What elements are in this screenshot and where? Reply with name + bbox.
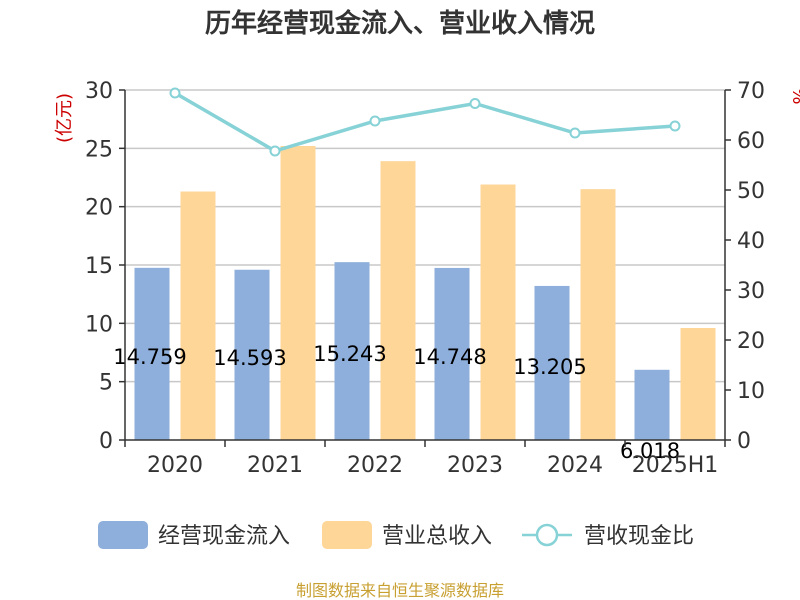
bar-revenue — [580, 189, 616, 440]
ratio-point — [169, 87, 181, 99]
x-tick-label: 2021 — [247, 453, 303, 478]
ratio-point — [569, 127, 581, 139]
ratio-line-path — [174, 91, 676, 153]
axes: 0 5 10 15 20 25 30 0 10 20 30 40 50 60 70 2020 2021 2022 2… — [85, 79, 765, 478]
bar-cash-inflow — [434, 267, 470, 440]
bar-cash-inflow — [134, 267, 170, 440]
y-left-unit: (亿元) — [54, 93, 75, 143]
data-label: 6.018 — [620, 439, 680, 463]
data-label: 13.205 — [513, 355, 586, 379]
bar-revenue — [180, 191, 216, 440]
y-tick-label-left: 5 — [99, 371, 113, 396]
ratio-point — [469, 98, 481, 109]
y-tick-label-right: 20 — [737, 329, 765, 354]
y-tick-label-right: 70 — [737, 79, 765, 104]
bar-revenue — [480, 184, 516, 440]
y-tick-label-left: 25 — [85, 137, 113, 162]
bar-cash-inflow — [234, 269, 270, 440]
legend-cash-inflow-swatch — [98, 521, 148, 549]
y-tick-label-left: 15 — [85, 254, 113, 279]
x-tick-label: 2020 — [147, 453, 203, 478]
y-tick-label-right: 60 — [737, 129, 765, 154]
legend-cash-inflow-label: 经营现金流入 — [158, 524, 290, 549]
chart-title: 历年经营现金流入、营业收入情况 — [205, 8, 595, 39]
ratio-line — [169, 87, 681, 157]
x-tick-label: 2023 — [447, 453, 503, 478]
legend-revenue-label: 营业总收入 — [382, 524, 492, 549]
grid — [125, 89, 725, 383]
x-tick-label: 2025H1 — [632, 453, 719, 478]
y-tick-label-right: 0 — [737, 429, 751, 454]
bar-cash-inflow — [634, 369, 670, 440]
bar-revenue — [680, 328, 716, 440]
data-label: 14.593 — [213, 346, 286, 370]
ratio-point — [369, 115, 381, 127]
bar-revenue — [280, 146, 316, 440]
y-tick-label-right: 10 — [737, 379, 765, 404]
ratio-point — [669, 120, 681, 132]
legend-ratio-label: 营收现金比 — [584, 524, 694, 549]
data-label: 15.243 — [313, 342, 386, 366]
y-tick-label-right: 30 — [737, 279, 765, 304]
data-label: 14.748 — [413, 345, 486, 369]
legend-revenue-swatch — [322, 521, 372, 549]
x-tick-label: 2024 — [547, 453, 603, 478]
bar-revenue — [380, 161, 416, 440]
legend: 经营现金流入 营业总收入 营收现金比 — [98, 521, 694, 549]
legend-ratio-marker — [535, 523, 559, 547]
y-tick-label-left: 0 — [99, 429, 113, 454]
bars — [134, 146, 716, 440]
ratio-point — [269, 145, 281, 157]
y-tick-label-left: 10 — [85, 312, 113, 337]
bar-cash-inflow — [334, 262, 370, 440]
y-tick-label-right: 50 — [737, 179, 765, 204]
y-right-unit: % — [790, 87, 800, 104]
x-tick-label: 2022 — [347, 453, 403, 478]
y-tick-label-left: 30 — [85, 79, 113, 104]
y-tick-label-left: 20 — [85, 196, 113, 221]
source-note: 制图数据来自恒生聚源数据库 — [296, 581, 504, 600]
bar-cash-inflow — [534, 285, 570, 440]
y-tick-label-right: 40 — [737, 229, 765, 254]
